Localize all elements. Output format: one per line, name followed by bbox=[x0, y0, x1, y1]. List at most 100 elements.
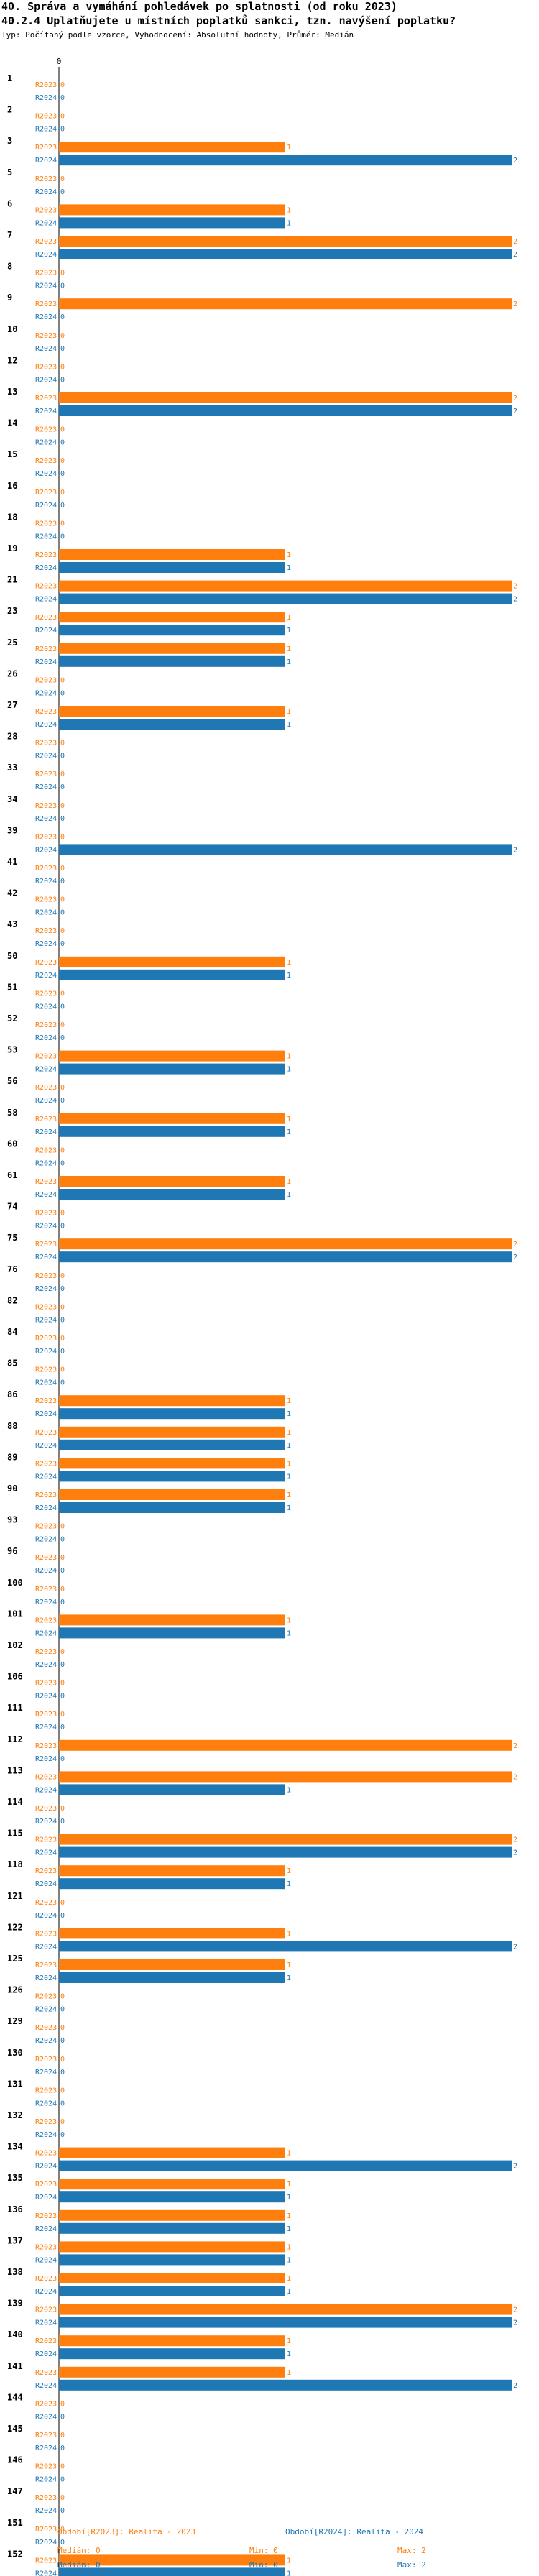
category-label: 152 bbox=[7, 2549, 23, 2559]
category-label: 136 bbox=[7, 2204, 23, 2214]
series-label: R2023 bbox=[35, 896, 57, 904]
data-label: 2 bbox=[513, 1943, 517, 1951]
bar-r2023 bbox=[59, 1959, 285, 1970]
bar-r2023 bbox=[59, 1739, 512, 1751]
series-label: R2023 bbox=[35, 708, 57, 716]
series-label: R2024 bbox=[35, 502, 57, 510]
series-label: R2023 bbox=[35, 583, 57, 591]
series-label: R2023 bbox=[35, 1773, 57, 1781]
category-label: 85 bbox=[7, 1358, 17, 1368]
bar-r2023 bbox=[59, 549, 285, 560]
data-label: 1 bbox=[287, 2275, 291, 2283]
series-label: R2024 bbox=[35, 596, 57, 604]
bar-r2024 bbox=[59, 2191, 285, 2203]
data-label: 1 bbox=[287, 564, 291, 572]
bar-r2023 bbox=[59, 204, 285, 216]
series-label: R2024 bbox=[35, 1410, 57, 1418]
series-label: R2023 bbox=[35, 2181, 57, 2189]
category-label: 122 bbox=[7, 1922, 23, 1932]
series-label: R2024 bbox=[35, 470, 57, 478]
series-label: R2024 bbox=[35, 533, 57, 540]
bar-r2024 bbox=[59, 1063, 285, 1075]
series-label: R2023 bbox=[35, 2118, 57, 2126]
data-label: 0 bbox=[60, 470, 65, 478]
bar-r2023 bbox=[59, 2366, 285, 2378]
bar-r2024 bbox=[59, 593, 512, 604]
series-label: R2024 bbox=[35, 2006, 57, 2014]
category-label: 96 bbox=[7, 1546, 17, 1556]
series-label: R2024 bbox=[35, 313, 57, 321]
series-label: R2024 bbox=[35, 1191, 57, 1199]
data-label: 2 bbox=[513, 2319, 517, 2327]
bar-r2024 bbox=[59, 2567, 285, 2576]
category-label: 15 bbox=[7, 449, 17, 459]
data-label: 0 bbox=[60, 457, 65, 465]
series-label: R2024 bbox=[35, 846, 57, 854]
data-label: 0 bbox=[60, 865, 65, 873]
series-label: R2023 bbox=[35, 238, 57, 246]
data-label: 2 bbox=[513, 1773, 517, 1781]
data-label: 2 bbox=[513, 251, 517, 259]
data-label: 0 bbox=[60, 345, 65, 353]
category-label: 82 bbox=[7, 1295, 17, 1305]
series-label: R2023 bbox=[35, 81, 57, 89]
data-label: 0 bbox=[60, 502, 65, 510]
bar-r2024 bbox=[59, 1627, 285, 1639]
data-label: 1 bbox=[287, 1429, 291, 1437]
data-label: 0 bbox=[60, 1084, 65, 1092]
data-label: 1 bbox=[287, 1178, 291, 1186]
category-label: 52 bbox=[7, 1013, 17, 1024]
data-label: 0 bbox=[60, 81, 65, 89]
data-label: 0 bbox=[60, 126, 65, 134]
bar-r2024 bbox=[59, 1941, 512, 1952]
data-label: 2 bbox=[513, 1241, 517, 1248]
data-label: 1 bbox=[287, 1410, 291, 1418]
bar-r2023 bbox=[59, 2554, 285, 2566]
series-label: R2023 bbox=[35, 363, 57, 371]
bar-r2024 bbox=[59, 2222, 285, 2234]
series-label: R2024 bbox=[35, 126, 57, 134]
data-label: 0 bbox=[60, 753, 65, 760]
data-label: 1 bbox=[287, 627, 291, 635]
series-label: R2023 bbox=[35, 144, 57, 152]
series-label: R2023 bbox=[35, 2212, 57, 2220]
series-label: R2023 bbox=[35, 1961, 57, 1969]
category-label: 6 bbox=[7, 198, 12, 208]
data-label: 0 bbox=[60, 2037, 65, 2045]
series-label: R2023 bbox=[35, 802, 57, 810]
category-label: 10 bbox=[7, 324, 17, 334]
data-label: 0 bbox=[60, 1210, 65, 1218]
series-label: R2023 bbox=[35, 457, 57, 465]
category-label: 1 bbox=[7, 73, 12, 83]
data-label: 0 bbox=[60, 1159, 65, 1167]
series-label: R2024 bbox=[35, 188, 57, 196]
series-label: R2023 bbox=[35, 332, 57, 340]
series-label: R2023 bbox=[35, 2243, 57, 2251]
data-label: 0 bbox=[60, 2118, 65, 2126]
data-label: 0 bbox=[60, 1693, 65, 1701]
bar-r2024 bbox=[59, 625, 285, 636]
category-label: 111 bbox=[7, 1703, 23, 1713]
category-label: 134 bbox=[7, 2142, 23, 2152]
series-label: R2024 bbox=[35, 408, 57, 415]
data-label: 0 bbox=[60, 1223, 65, 1230]
data-label: 0 bbox=[60, 439, 65, 447]
series-label: R2024 bbox=[35, 2225, 57, 2233]
category-label: 113 bbox=[7, 1765, 23, 1775]
bar-r2023 bbox=[59, 1238, 512, 1250]
data-label: 0 bbox=[60, 270, 65, 277]
series-label: R2023 bbox=[35, 113, 57, 121]
data-label: 0 bbox=[60, 770, 65, 778]
series-label: R2024 bbox=[35, 1693, 57, 1701]
series-label: R2024 bbox=[35, 2319, 57, 2327]
category-label: 118 bbox=[7, 1859, 23, 1869]
data-label: 2 bbox=[513, 596, 517, 604]
series-label: R2023 bbox=[35, 2024, 57, 2032]
bar-r2023 bbox=[59, 1050, 285, 1062]
data-label: 0 bbox=[60, 1711, 65, 1719]
series-label: R2024 bbox=[35, 1442, 57, 1450]
series-label: R2024 bbox=[35, 1379, 57, 1387]
data-label: 0 bbox=[60, 1680, 65, 1688]
series-label: R2023 bbox=[35, 2056, 57, 2064]
x-axis-tick-label: 0 bbox=[57, 57, 62, 66]
